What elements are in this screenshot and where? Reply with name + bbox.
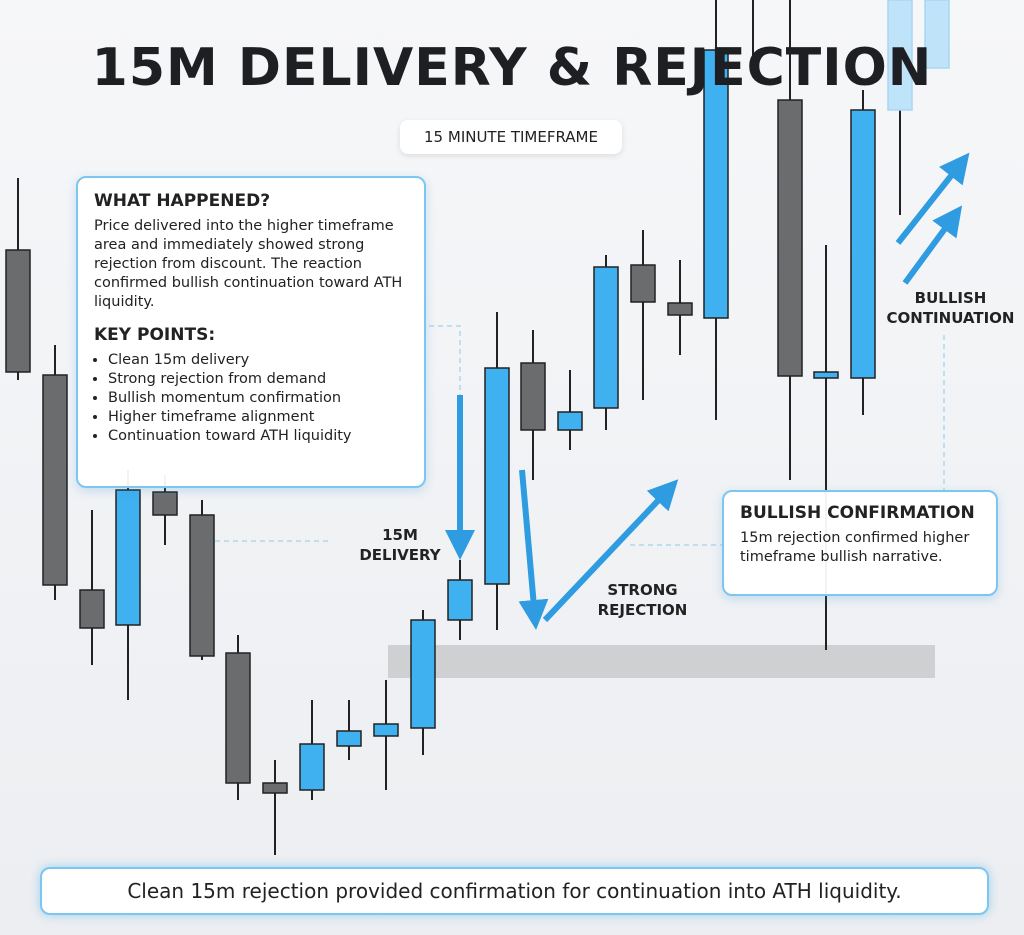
delivery-label: 15M DELIVERY bbox=[359, 526, 441, 564]
candle-body bbox=[225, 652, 251, 784]
candle-body bbox=[336, 730, 362, 747]
info-heading: WHAT HAPPENED? bbox=[94, 191, 271, 211]
info-box: WHAT HAPPENED? Price delivered into the … bbox=[76, 176, 426, 488]
confirmation-heading: BULLISH CONFIRMATION bbox=[740, 503, 975, 523]
candle-body bbox=[262, 782, 288, 794]
candle-body bbox=[667, 302, 693, 316]
candle-body bbox=[79, 589, 105, 629]
key-point: Higher timeframe alignment bbox=[108, 408, 408, 427]
candle-body bbox=[777, 99, 803, 377]
guide-lines bbox=[215, 325, 945, 560]
candle-body bbox=[887, 0, 913, 111]
candle-body bbox=[299, 743, 325, 791]
continuation-label: BULLISH CONTINUATION bbox=[886, 289, 1015, 327]
candle-body bbox=[152, 491, 178, 516]
candle-body bbox=[813, 371, 839, 379]
confirmation-body: 15m rejection confirmed higher timeframe… bbox=[740, 530, 970, 565]
candle-body bbox=[115, 489, 141, 626]
candle-body bbox=[520, 362, 546, 431]
demand-zone bbox=[388, 645, 935, 678]
candle-body bbox=[630, 264, 656, 303]
arrows bbox=[445, 152, 970, 630]
rejection-label: STRONG REJECTION bbox=[597, 581, 688, 619]
candle-body bbox=[410, 619, 436, 729]
footer: Clean 15m rejection provided confirmatio… bbox=[40, 867, 989, 915]
timeframe-badge: 15 MINUTE TIMEFRAME bbox=[400, 120, 622, 154]
candle-body bbox=[924, 0, 950, 69]
candle-body bbox=[593, 266, 619, 409]
key-point: Continuation toward ATH liquidity bbox=[108, 427, 408, 446]
candle-body bbox=[484, 367, 510, 585]
candle-body bbox=[703, 49, 729, 319]
candle-body bbox=[42, 374, 68, 586]
key-points-heading: KEY POINTS: bbox=[94, 325, 216, 345]
candle-body bbox=[189, 514, 215, 657]
title: 15M DELIVERY & REJECTION bbox=[91, 38, 933, 98]
info-body: Price delivered into the higher timefram… bbox=[94, 218, 403, 310]
confirmation-box: BULLISH CONFIRMATION 15m rejection confi… bbox=[722, 490, 998, 596]
candle-body bbox=[850, 109, 876, 379]
key-point: Strong rejection from demand bbox=[108, 370, 408, 389]
candle-body bbox=[447, 579, 473, 621]
candle-body bbox=[557, 411, 583, 431]
key-point: Clean 15m delivery bbox=[108, 351, 408, 370]
candle-body bbox=[5, 249, 31, 373]
candles bbox=[5, 0, 950, 855]
key-points: Clean 15m deliveryStrong rejection from … bbox=[94, 351, 408, 446]
candle-body bbox=[373, 723, 399, 737]
key-point: Bullish momentum confirmation bbox=[108, 389, 408, 408]
